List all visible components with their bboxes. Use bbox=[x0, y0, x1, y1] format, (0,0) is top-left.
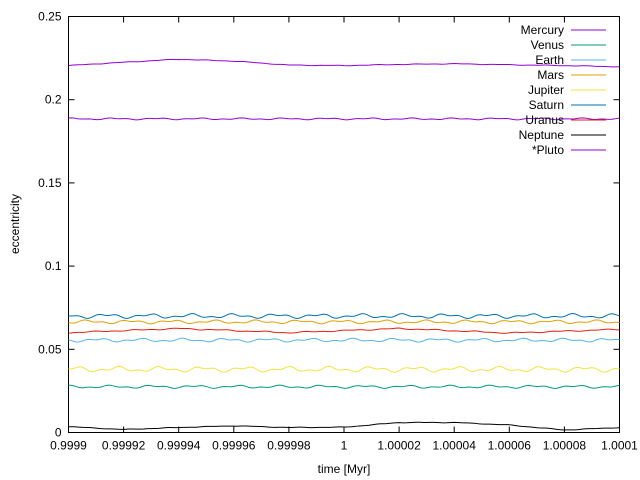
x-tick-label: 1.0001 bbox=[601, 439, 638, 453]
legend-label: Earth bbox=[535, 53, 564, 67]
y-tick-label: 0.1 bbox=[45, 259, 62, 273]
x-tick-label: 0.99996 bbox=[212, 439, 256, 453]
y-tick-label: 0.25 bbox=[38, 10, 62, 24]
series-lines bbox=[68, 58, 620, 431]
y-axis-label: eccentricity bbox=[8, 194, 22, 254]
series-line-jupiter bbox=[68, 365, 620, 373]
x-tick-label: 1.00006 bbox=[488, 439, 532, 453]
y-tick-label: 0.15 bbox=[38, 176, 62, 190]
series-line-saturn bbox=[68, 313, 620, 319]
legend-label: Uranus bbox=[525, 113, 564, 127]
legend-label: *Pluto bbox=[532, 143, 564, 157]
x-axis-label: time [Myr] bbox=[318, 462, 371, 476]
x-tick-label: 0.99998 bbox=[267, 439, 311, 453]
y-tick-label: 0 bbox=[55, 426, 62, 440]
series-line-mercury bbox=[68, 58, 620, 68]
series-line-neptune bbox=[68, 421, 620, 431]
y-tick-label: 0.05 bbox=[38, 342, 62, 356]
x-tick-label: 0.99994 bbox=[157, 439, 201, 453]
series-line-mars bbox=[68, 319, 620, 325]
x-tick-label: 1 bbox=[341, 439, 348, 453]
x-tick-label: 0.9999 bbox=[50, 439, 87, 453]
legend-label: Jupiter bbox=[528, 83, 564, 97]
y-tick-label: 0.2 bbox=[45, 93, 62, 107]
legend-label: Venus bbox=[531, 38, 564, 52]
x-tick-label: 1.00004 bbox=[433, 439, 477, 453]
x-tick-label: 0.99992 bbox=[102, 439, 146, 453]
series-line-pluto bbox=[68, 117, 620, 121]
legend-label: Mars bbox=[537, 68, 564, 82]
legend-label: Mercury bbox=[521, 23, 564, 37]
legend-label: Saturn bbox=[529, 98, 564, 112]
axis-ticks: 0.9999 0.99992 0.99994 0.99996 0.99998 1 1.000… bbox=[38, 10, 638, 453]
series-line-uranus bbox=[68, 327, 620, 334]
series-line-venus bbox=[68, 384, 620, 389]
x-tick-label: 1.00008 bbox=[543, 439, 587, 453]
legend: MercuryVenusEarthMarsJupiterSaturnUranus… bbox=[519, 23, 606, 157]
series-line-earth bbox=[68, 337, 620, 343]
x-tick-label: 1.00002 bbox=[377, 439, 421, 453]
legend-label: Neptune bbox=[519, 128, 565, 142]
